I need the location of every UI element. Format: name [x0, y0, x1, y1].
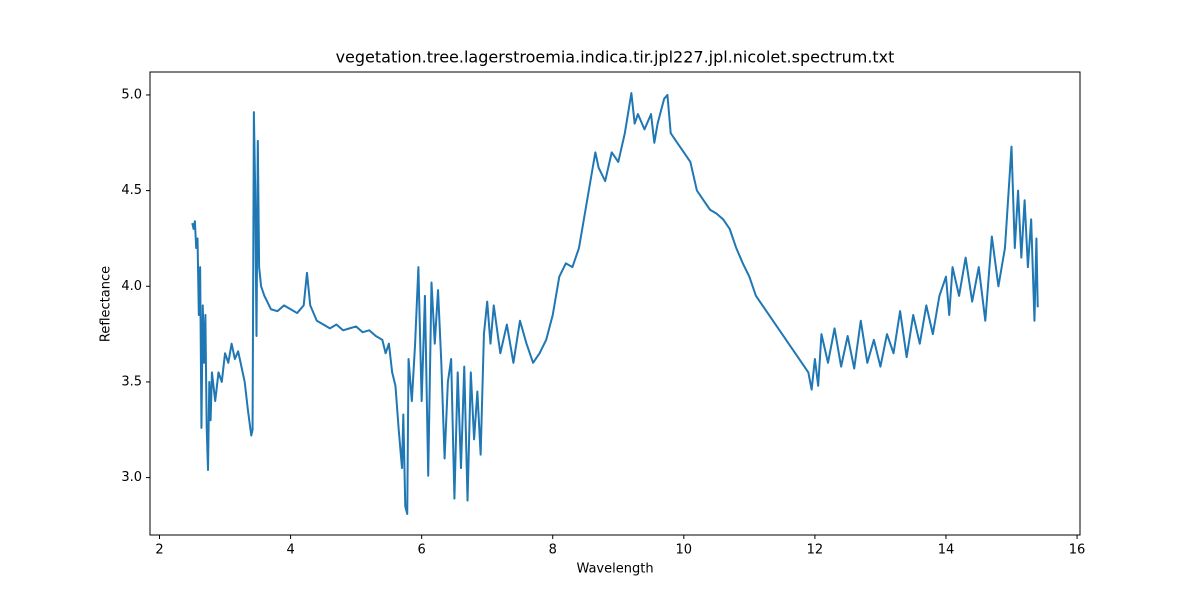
- data-line: [191, 92, 1039, 515]
- y-tick-label: 4.5: [121, 183, 142, 198]
- y-tick-label: 5.0: [121, 87, 142, 102]
- y-tick-label: 3.0: [121, 470, 142, 485]
- x-tick-label: 2: [155, 543, 163, 558]
- y-tick-label: 4.0: [121, 279, 142, 294]
- x-tick-label: 12: [807, 543, 824, 558]
- x-tick-label: 16: [1069, 543, 1086, 558]
- plot-frame: [149, 71, 1081, 536]
- x-tick-label: 10: [676, 543, 693, 558]
- chart-title: vegetation.tree.lagerstroemia.indica.tir…: [336, 48, 895, 67]
- y-tick-label: 3.5: [121, 374, 142, 389]
- x-axis-label: Wavelength: [576, 562, 653, 577]
- y-axis-label: Reflectance: [99, 266, 114, 342]
- x-tick-label: 14: [938, 543, 955, 558]
- x-tick-label: 8: [549, 543, 557, 558]
- x-tick-label: 4: [286, 543, 294, 558]
- x-tick-label: 6: [418, 543, 426, 558]
